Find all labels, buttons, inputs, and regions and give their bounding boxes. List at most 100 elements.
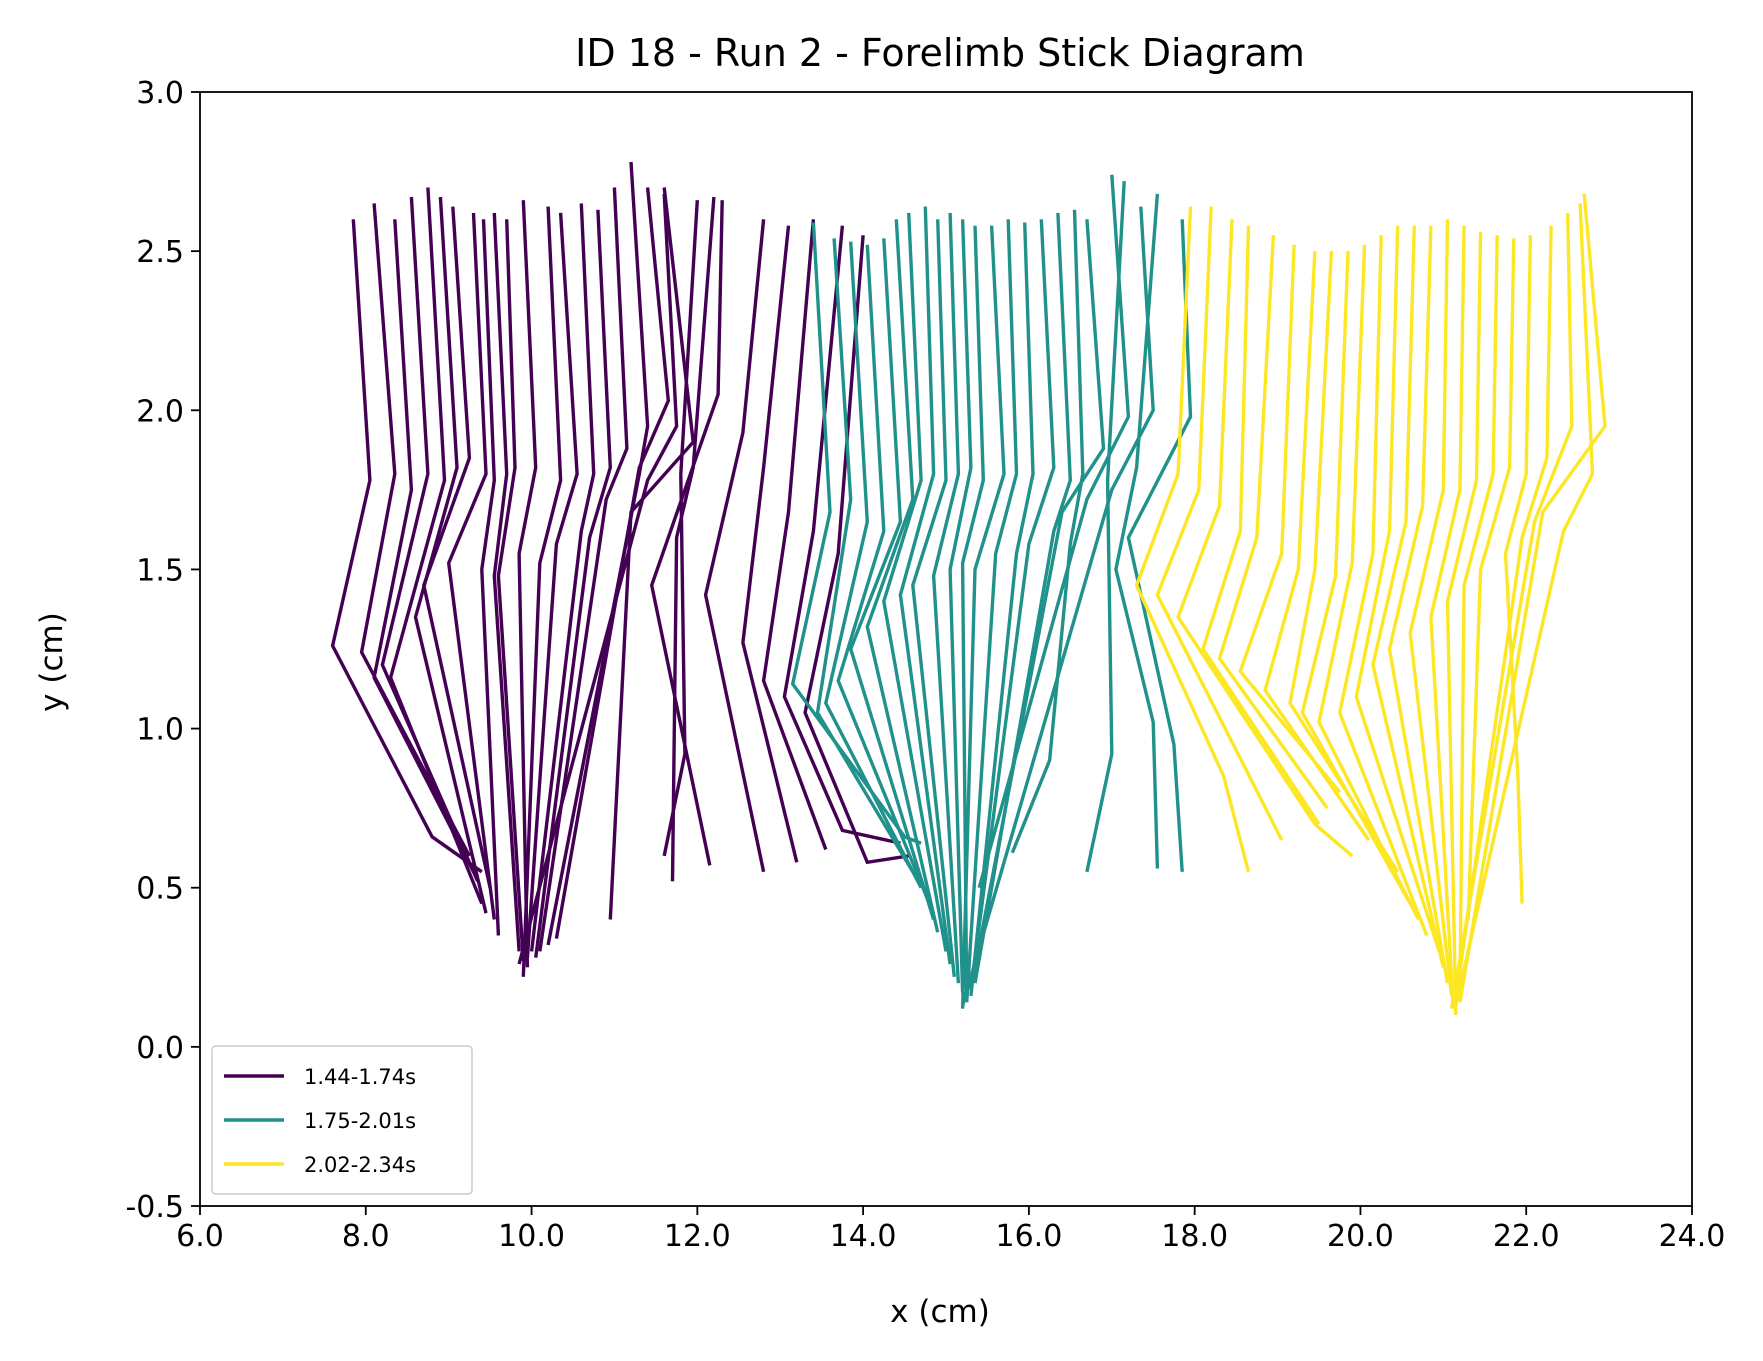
stick-line	[1408, 219, 1454, 997]
y-tick-label: 0.5	[136, 872, 184, 907]
stick-line	[965, 219, 1019, 1003]
stick-line	[372, 219, 476, 873]
stick-line	[1337, 235, 1429, 937]
stick-line	[1238, 244, 1342, 794]
stick-line	[782, 225, 901, 845]
x-axis: 6.0 8.0 10.0 12.0 14.0 16.0 18.0 20.0 22.0 24.0	[176, 1206, 1725, 1254]
stick-line	[865, 219, 940, 933]
stick-line	[1317, 244, 1421, 921]
y-tick-label: 1.5	[136, 553, 184, 588]
stick-line	[741, 225, 799, 863]
stick-line	[1263, 251, 1371, 841]
stick-line	[911, 219, 956, 977]
stick-line	[517, 193, 679, 965]
stick-line	[836, 244, 931, 905]
stick-line	[1114, 193, 1160, 869]
stick-line	[1449, 212, 1574, 1009]
stick-line	[1429, 225, 1466, 1009]
stick-line	[670, 196, 716, 882]
x-tick-label: 22.0	[1493, 1219, 1560, 1254]
stick-line	[1454, 203, 1595, 1006]
stick-line	[525, 212, 579, 958]
y-tick-label: -0.5	[125, 1190, 184, 1225]
x-tick-label: 6.0	[176, 1219, 224, 1254]
stick-line	[1454, 225, 1553, 1000]
x-tick-label: 18.0	[1161, 1219, 1228, 1254]
y-tick-label: 0.0	[136, 1031, 184, 1066]
x-axis-label: x (cm)	[890, 1294, 990, 1330]
y-tick-label: 2.5	[136, 235, 184, 270]
stick-line	[815, 238, 915, 873]
stick-line	[1155, 206, 1284, 841]
stick-line	[480, 219, 501, 936]
stick-line	[1458, 235, 1499, 1000]
stick-line	[422, 206, 492, 889]
stick-line	[1466, 238, 1516, 920]
y-axis: -0.5 0.0 0.5 1.0 1.5 2.0 2.5 3.0	[125, 76, 200, 1225]
stick-line	[969, 219, 1056, 990]
stick-line	[534, 209, 613, 958]
stick-line	[960, 225, 1006, 1009]
stick-line	[388, 187, 484, 905]
x-tick-label: 14.0	[830, 1219, 897, 1254]
x-tick-label: 20.0	[1327, 1219, 1394, 1254]
stick-line	[1445, 231, 1483, 1016]
stick-line	[413, 196, 488, 914]
stick-line	[529, 203, 596, 952]
stick-line	[1134, 206, 1251, 873]
stick-line	[1371, 225, 1445, 968]
stick-line	[960, 225, 986, 1000]
stick-line	[1300, 251, 1412, 905]
stick-line	[538, 187, 629, 952]
stick-line	[330, 219, 483, 874]
stick-line	[496, 219, 525, 962]
stick-line	[969, 222, 1035, 997]
stick-line	[1217, 235, 1329, 810]
stick-line	[1010, 209, 1085, 854]
stick-line	[761, 219, 828, 851]
stick-line	[1176, 219, 1354, 858]
y-tick-label: 3.0	[136, 76, 184, 111]
legend-label: 1.44-1.74s	[304, 1065, 416, 1089]
series-1	[330, 161, 909, 977]
stick-line	[948, 219, 973, 993]
x-tick-label: 24.0	[1659, 1219, 1726, 1254]
stick-line	[608, 187, 695, 920]
stick-line	[521, 206, 563, 977]
plot-area	[199, 91, 1693, 1207]
stick-line	[546, 161, 650, 946]
stick-line	[1503, 235, 1533, 904]
stick-line	[554, 187, 671, 939]
stick-line	[882, 212, 948, 952]
x-tick-label: 16.0	[995, 1219, 1062, 1254]
chart-title: ID 18 - Run 2 - Forelimb Stick Diagram	[575, 31, 1305, 75]
x-tick-label: 8.0	[342, 1219, 390, 1254]
series-3	[1134, 193, 1607, 1016]
stick-line	[359, 203, 471, 857]
y-axis-label: y (cm)	[34, 612, 70, 712]
stick-line	[703, 219, 766, 873]
axes-frame	[199, 91, 1693, 1207]
x-tick-label: 10.0	[498, 1219, 565, 1254]
stick-line	[931, 212, 961, 984]
stick-line	[1126, 219, 1193, 872]
series-2	[790, 174, 1193, 1009]
legend-label: 1.75-2.01s	[304, 1109, 416, 1133]
y-tick-label: 1.0	[136, 713, 184, 748]
stick-line	[446, 212, 496, 920]
stick-line	[1458, 193, 1607, 1003]
y-tick-label: 2.0	[136, 394, 184, 429]
stick-line	[517, 200, 538, 968]
stick-line	[1201, 225, 1321, 826]
legend-label: 2.02-2.34s	[304, 1153, 416, 1177]
stick-line	[848, 238, 936, 920]
x-tick-label: 12.0	[664, 1219, 731, 1254]
stick-line	[649, 200, 724, 866]
stick-line	[1354, 225, 1441, 952]
stick-line	[492, 212, 521, 952]
stick-line	[1387, 225, 1450, 984]
legend-box	[211, 1045, 473, 1195]
stick-line	[824, 241, 923, 889]
legend: 1.44-1.74s 1.75-2.01s 2.02-2.34s	[211, 1045, 473, 1195]
